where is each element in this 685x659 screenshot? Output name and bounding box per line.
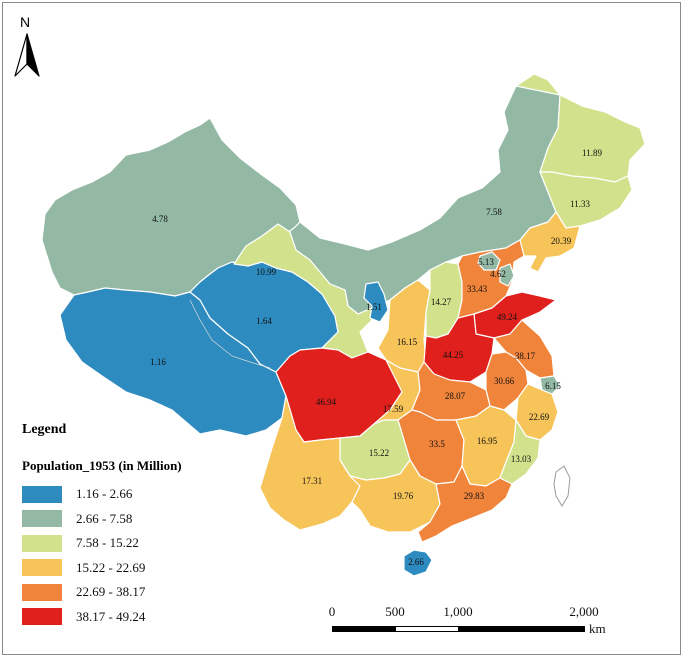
legend-item: 15.22 - 22.69 bbox=[22, 556, 252, 581]
scale-tick-0: 0 bbox=[328, 604, 336, 619]
scale-segment-1 bbox=[332, 626, 396, 632]
label-heilongjiang: 11.89 bbox=[582, 148, 602, 158]
label-yunnan: 17.31 bbox=[302, 476, 322, 486]
taiwan-outline bbox=[553, 465, 571, 507]
label-jilin: 11.33 bbox=[570, 199, 590, 209]
label-shanghai: 6.15 bbox=[545, 381, 561, 391]
label-qinghai: 1.64 bbox=[256, 316, 272, 326]
legend-swatch bbox=[22, 534, 62, 552]
legend-item: 2.66 - 7.58 bbox=[22, 507, 252, 532]
label-liaoning: 20.39 bbox=[551, 236, 572, 246]
legend-range: 38.17 - 49.24 bbox=[76, 608, 146, 624]
legend: Legend Population_1953 (in Million) 1.16… bbox=[22, 422, 252, 629]
label-ningxia: 1.51 bbox=[366, 302, 382, 312]
label-jiangxi: 16.95 bbox=[477, 436, 498, 446]
legend-item: 22.69 - 38.17 bbox=[22, 580, 252, 605]
region-gansu bbox=[233, 223, 373, 359]
inner-boundary-tibet bbox=[189, 299, 271, 369]
region-shanghai bbox=[539, 375, 561, 395]
label-henan: 44.25 bbox=[443, 350, 464, 360]
north-arrow-icon bbox=[14, 33, 40, 77]
scale-tick-500: 500 bbox=[385, 604, 405, 619]
scale-tick-2000: 2,000 bbox=[569, 604, 599, 619]
legend-swatch bbox=[22, 510, 62, 528]
label-gansu: 10.99 bbox=[256, 267, 277, 277]
label-sichuan: 46.94 bbox=[316, 397, 337, 407]
legend-item: 7.58 - 15.22 bbox=[22, 531, 252, 556]
region-liaoning bbox=[519, 211, 581, 273]
label-fujian: 13.03 bbox=[511, 454, 532, 464]
scale-bar: 0 500 1,000 2,000 km bbox=[328, 604, 618, 644]
label-hainan: 2.66 bbox=[408, 557, 424, 567]
region-guangdong bbox=[417, 465, 513, 543]
legend-title: Legend bbox=[22, 422, 67, 437]
label-guizhou: 15.22 bbox=[369, 448, 389, 458]
label-jiangsu: 38.17 bbox=[515, 351, 536, 361]
legend-item: 38.17 - 49.24 bbox=[22, 605, 252, 630]
legend-range: 2.66 - 7.58 bbox=[76, 510, 133, 526]
legend-range: 15.22 - 22.69 bbox=[76, 559, 146, 575]
legend-swatch bbox=[22, 583, 62, 601]
label-tibet: 1.16 bbox=[150, 357, 166, 367]
legend-item: 1.16 - 2.66 bbox=[22, 482, 252, 507]
label-chongqing: 17.59 bbox=[383, 404, 404, 414]
region-fujian bbox=[499, 419, 541, 485]
label-beijing: 5.13 bbox=[478, 257, 494, 267]
label-xinjiang: 4.78 bbox=[152, 214, 168, 224]
scale-segment-2 bbox=[395, 626, 459, 632]
label-tianjin: 4.62 bbox=[490, 269, 506, 279]
scale-unit: km bbox=[589, 621, 606, 636]
region-hainan bbox=[403, 549, 433, 577]
label-shandong: 49.24 bbox=[497, 312, 518, 322]
label-inner-mongolia: 7.58 bbox=[486, 207, 502, 217]
legend-range: 1.16 - 2.66 bbox=[76, 486, 133, 502]
label-shanxi: 14.27 bbox=[431, 297, 452, 307]
scale-tick-1000: 1,000 bbox=[443, 604, 473, 619]
label-hebei: 33.43 bbox=[467, 284, 488, 294]
label-guangxi: 19.76 bbox=[393, 491, 414, 501]
north-label: N bbox=[20, 14, 31, 30]
scale-segment-3 bbox=[458, 626, 585, 632]
region-heilongjiang bbox=[515, 73, 646, 183]
legend-range: 22.69 - 38.17 bbox=[76, 584, 146, 600]
label-zhejiang: 22.69 bbox=[529, 412, 550, 422]
region-beijing bbox=[477, 251, 501, 271]
region-tianjin bbox=[499, 263, 515, 287]
label-shaanxi: 16.15 bbox=[397, 337, 418, 347]
label-guangdong: 29.83 bbox=[464, 491, 485, 501]
legend-swatch bbox=[22, 559, 62, 577]
label-hunan: 33.5 bbox=[429, 439, 445, 449]
legend-swatch bbox=[22, 608, 62, 626]
legend-range: 7.58 - 15.22 bbox=[76, 535, 139, 551]
region-ningxia bbox=[363, 281, 389, 323]
legend-swatch bbox=[22, 485, 62, 503]
label-hubei: 28.07 bbox=[445, 391, 466, 401]
legend-subtitle: Population_1953 (in Million) bbox=[22, 458, 182, 473]
label-anhui: 30.66 bbox=[494, 376, 515, 386]
